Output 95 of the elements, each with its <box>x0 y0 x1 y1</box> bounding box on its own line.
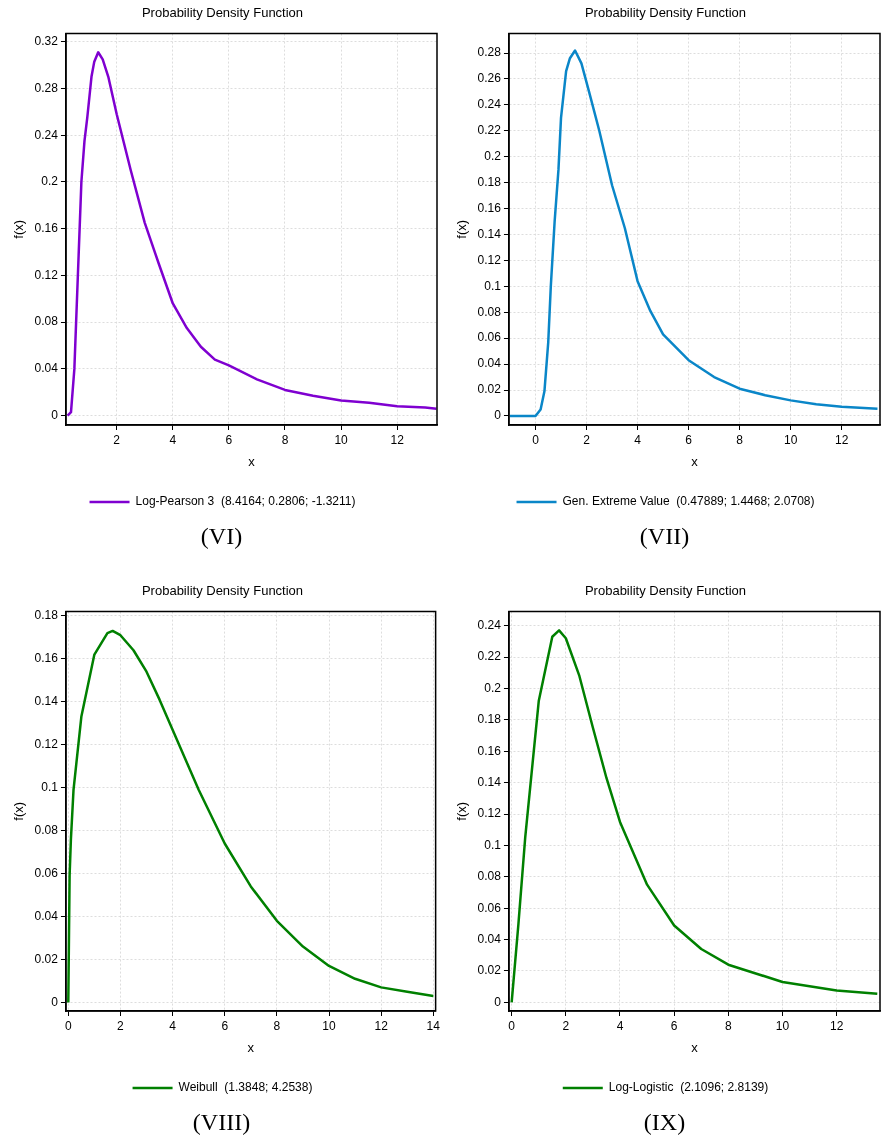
y-tick-label: 0.1 <box>484 278 502 293</box>
x-tick-label: 6 <box>225 432 233 447</box>
y-tick-label: 0.12 <box>477 252 502 267</box>
x-tick-label: 4 <box>616 1018 624 1033</box>
legend-label: Log-Logistic (2.1096; 2.8139) <box>608 1080 769 1095</box>
y-tick-label: 0.08 <box>34 822 59 837</box>
x-axis-title: x <box>691 1039 699 1055</box>
x-tick-label: 6 <box>685 432 693 447</box>
y-tick-label: 0.16 <box>34 221 59 236</box>
x-tick-label: 14 <box>426 1018 441 1033</box>
y-tick-label: 0.14 <box>477 774 502 789</box>
x-tick-label: 8 <box>736 432 744 447</box>
y-tick-label: 0 <box>494 994 502 1009</box>
text: (VI) <box>199 522 244 550</box>
legend-label: Log-Pearson 3 (8.4164; 0.2806; -1.3211) <box>135 494 356 509</box>
y-tick-label: 0.06 <box>477 900 502 915</box>
x-tick-label: 0 <box>508 1018 516 1033</box>
y-tick-label: 0.16 <box>477 743 502 758</box>
chart-title: Probability Density Function <box>584 583 747 599</box>
y-tick-label: 0.16 <box>477 200 502 215</box>
y-axis-title: f(x) <box>454 801 470 821</box>
x-tick-label: 2 <box>583 432 591 447</box>
y-tick-label: 0.24 <box>477 97 502 112</box>
y-tick-label: 0.28 <box>34 80 59 95</box>
x-tick-label: 0 <box>532 432 540 447</box>
y-tick-label: 0.08 <box>477 304 502 319</box>
x-axis-title: x <box>248 453 256 469</box>
y-tick-label: 0.22 <box>477 123 502 138</box>
y-tick-label: 0.1 <box>484 837 502 852</box>
legend-label: Gen. Extreme Value (0.47889; 1.4468; 2.0708) <box>562 494 815 509</box>
x-tick-label: 12 <box>390 432 405 447</box>
x-tick-label: 10 <box>334 432 349 447</box>
x-tick-label: 6 <box>221 1018 229 1033</box>
y-tick-label: 0.02 <box>34 951 59 966</box>
y-tick-label: 0.24 <box>34 127 59 142</box>
y-tick-label: 0.18 <box>477 174 502 189</box>
x-tick-label: 8 <box>281 432 289 447</box>
y-tick-label: 0.04 <box>34 908 59 923</box>
x-tick-label: 12 <box>829 1018 844 1033</box>
y-tick-label: 0.02 <box>477 963 502 978</box>
chart-title: Probability Density Function <box>584 5 747 21</box>
y-tick-label: 0 <box>51 994 59 1009</box>
y-axis-title: f(x) <box>454 219 470 239</box>
x-tick-label: 12 <box>374 1018 389 1033</box>
y-tick-label: 0.26 <box>477 71 502 86</box>
y-tick-label: 0.06 <box>477 330 502 345</box>
x-tick-label: 0 <box>64 1018 72 1033</box>
x-tick-label: 2 <box>113 432 121 447</box>
x-tick-label: 8 <box>273 1018 281 1033</box>
x-tick-label: 8 <box>724 1018 732 1033</box>
x-tick-label: 2 <box>117 1018 125 1033</box>
y-tick-label: 0.02 <box>477 382 502 397</box>
y-tick-label: 0.12 <box>477 806 502 821</box>
y-tick-label: 0.32 <box>34 34 59 49</box>
x-tick-label: 10 <box>775 1018 790 1033</box>
y-tick-label: 0.06 <box>34 865 59 880</box>
y-tick-label: 0.18 <box>477 712 502 727</box>
y-tick-label: 0.08 <box>477 869 502 884</box>
y-tick-label: 0 <box>51 407 59 422</box>
y-tick-label: 0.12 <box>34 737 59 752</box>
text: (VII) <box>638 522 691 550</box>
x-tick-label: 6 <box>670 1018 678 1033</box>
y-tick-label: 0.14 <box>34 694 59 709</box>
y-tick-label: 0.1 <box>41 779 59 794</box>
y-tick-label: 0.18 <box>34 608 59 623</box>
y-tick-label: 0.28 <box>477 45 502 60</box>
x-tick-label: 2 <box>562 1018 570 1033</box>
y-tick-label: 0.24 <box>477 618 502 633</box>
x-tick-label: 4 <box>634 432 642 447</box>
y-tick-label: 0.04 <box>477 356 502 371</box>
y-tick-label: 0.22 <box>477 649 502 664</box>
y-axis-title: f(x) <box>11 801 27 821</box>
y-tick-label: 0.2 <box>484 149 502 164</box>
y-axis-title: f(x) <box>11 219 27 239</box>
y-tick-label: 0.2 <box>41 174 59 189</box>
x-tick-label: 10 <box>322 1018 336 1033</box>
y-tick-label: 0.08 <box>34 314 59 329</box>
y-tick-label: 0 <box>494 408 502 423</box>
chart-title: Probability Density Function <box>141 583 304 599</box>
x-tick-label: 4 <box>169 432 177 447</box>
chart-title: Probability Density Function <box>141 5 304 21</box>
x-tick-label: 4 <box>169 1018 177 1033</box>
y-tick-label: 0.16 <box>34 651 59 666</box>
x-axis-title: x <box>247 1039 255 1055</box>
y-tick-label: 0.12 <box>34 267 59 282</box>
text: (IX) <box>642 1108 687 1136</box>
text: (VIII) <box>191 1108 252 1136</box>
y-tick-label: 0.14 <box>477 226 502 241</box>
y-tick-label: 0.2 <box>484 680 502 695</box>
y-tick-label: 0.04 <box>34 361 59 376</box>
y-tick-label: 0.04 <box>477 931 502 946</box>
x-tick-label: 12 <box>835 432 849 447</box>
legend-label: Weibull (1.3848; 4.2538) <box>178 1080 313 1095</box>
x-axis-title: x <box>691 453 699 469</box>
x-tick-label: 10 <box>784 432 798 447</box>
